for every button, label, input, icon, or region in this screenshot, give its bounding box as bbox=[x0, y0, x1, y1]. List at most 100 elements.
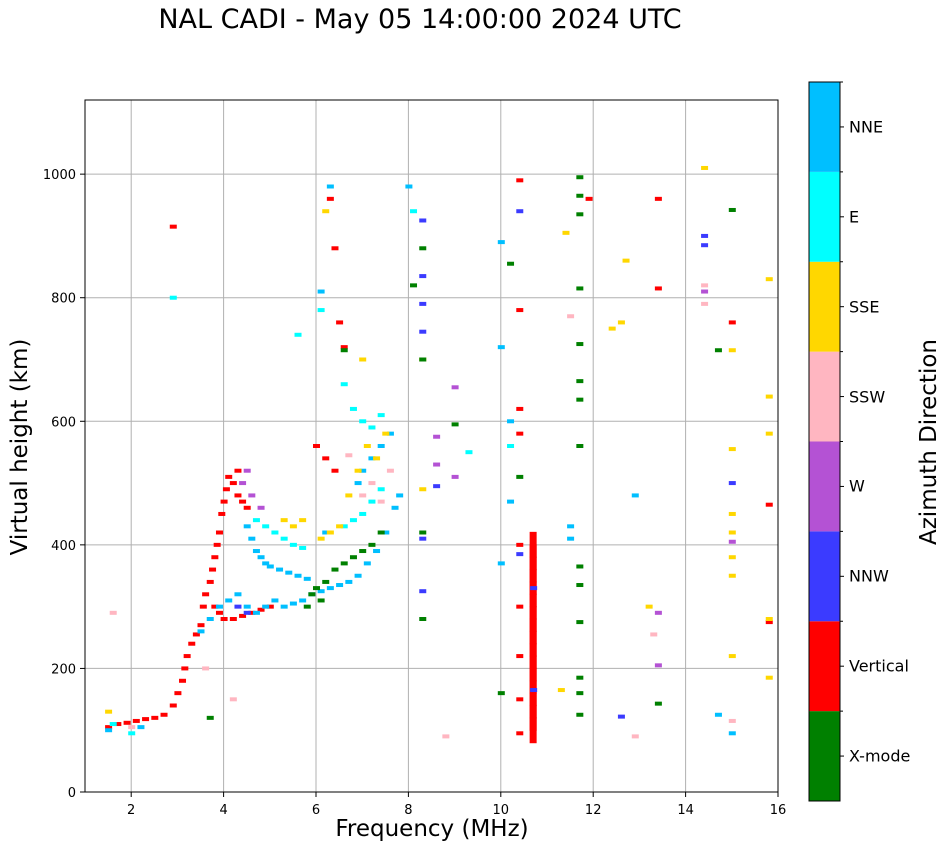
colorbar-label: Azimuth Direction bbox=[916, 339, 942, 545]
echo-mark-nne bbox=[497, 561, 505, 566]
echo-mark-sse bbox=[317, 536, 325, 541]
echo-mark-e bbox=[289, 542, 297, 547]
echo-mark-sse bbox=[765, 431, 773, 436]
echo-mark-vertical bbox=[243, 505, 251, 510]
echo-mark-x-mode bbox=[497, 691, 505, 696]
echo-mark-nne bbox=[728, 731, 736, 736]
echo-mark-nnw bbox=[234, 604, 242, 609]
echo-mark-sse bbox=[728, 555, 736, 560]
echo-mark-sse bbox=[336, 524, 344, 529]
echo-mark-e bbox=[368, 425, 376, 430]
echo-mark-nne bbox=[363, 561, 371, 566]
echo-mark-sse bbox=[765, 675, 773, 680]
echo-mark-nne bbox=[289, 601, 297, 606]
echo-mark-e bbox=[359, 419, 367, 424]
colorbar-tick-label: SSE bbox=[849, 297, 880, 317]
echo-mark-nne bbox=[497, 240, 505, 245]
echo-mark-vertical bbox=[202, 592, 210, 597]
echo-mark-nnw bbox=[516, 209, 524, 214]
echo-mark-ssw bbox=[650, 632, 658, 637]
echo-mark-x-mode bbox=[576, 286, 584, 291]
echo-mark-e bbox=[262, 524, 270, 529]
echo-mark-nne bbox=[234, 592, 242, 597]
echo-mark-ssw bbox=[109, 610, 117, 615]
echo-mark-sse bbox=[345, 493, 353, 498]
echo-mark-x-mode bbox=[303, 604, 311, 609]
echo-mark-nne bbox=[326, 184, 334, 189]
echo-mark-nne bbox=[317, 589, 325, 594]
echo-mark-nne bbox=[105, 728, 113, 733]
echo-mark-sse bbox=[373, 456, 381, 461]
echo-mark-vertical bbox=[213, 542, 221, 547]
echo-mark-sse bbox=[557, 688, 565, 693]
echo-mark-x-mode bbox=[576, 583, 584, 588]
plot-area bbox=[85, 100, 778, 792]
echo-mark-nne bbox=[257, 555, 265, 560]
echo-mark-w bbox=[701, 289, 709, 294]
echo-mark-sse bbox=[617, 320, 625, 325]
echo-mark-e bbox=[340, 382, 348, 387]
echo-mark-vertical bbox=[331, 468, 339, 473]
echo-mark-w bbox=[654, 663, 662, 668]
echo-mark-ssw bbox=[701, 283, 709, 288]
echo-mark-nne bbox=[507, 499, 515, 504]
x-tick-label: 8 bbox=[404, 803, 412, 818]
echo-mark-sse bbox=[105, 709, 113, 714]
echo-mark-e bbox=[368, 499, 376, 504]
echo-mark-e bbox=[359, 511, 367, 516]
echo-mark-ssw bbox=[345, 453, 353, 458]
echo-mark-e bbox=[252, 518, 260, 523]
colorbar-tick-label: W bbox=[849, 476, 865, 496]
echo-mark-vertical bbox=[654, 196, 662, 201]
x-tick-label: 4 bbox=[219, 803, 227, 818]
echo-mark-e bbox=[465, 450, 473, 455]
echo-mark-nne bbox=[382, 530, 390, 535]
colorbar-tick-label: NNE bbox=[849, 117, 884, 137]
echo-mark-vertical bbox=[169, 224, 177, 229]
echo-mark-nne bbox=[299, 598, 307, 603]
echo-mark-ssw bbox=[701, 301, 709, 306]
echo-mark-x-mode bbox=[576, 212, 584, 217]
echo-mark-vertical bbox=[181, 666, 189, 671]
echo-mark-ssw bbox=[631, 734, 639, 739]
echo-mark-vertical bbox=[197, 623, 205, 628]
echo-mark-x-mode bbox=[340, 561, 348, 566]
echo-mark-vertical bbox=[516, 406, 524, 411]
echo-mark-nne bbox=[271, 598, 279, 603]
echo-mark-vertical bbox=[142, 717, 150, 722]
echo-mark-x-mode bbox=[576, 193, 584, 198]
echo-mark-x-mode bbox=[368, 542, 376, 547]
x-tick-label: 10 bbox=[493, 803, 510, 818]
echo-mark-vertical bbox=[220, 499, 228, 504]
echo-mark-nne bbox=[714, 712, 722, 717]
echo-mark-x-mode bbox=[507, 261, 515, 266]
echo-mark-nne bbox=[317, 289, 325, 294]
echo-mark-vertical bbox=[179, 678, 187, 683]
echo-mark-e bbox=[128, 731, 136, 736]
echo-mark-sse bbox=[728, 530, 736, 535]
echo-mark-sse bbox=[765, 277, 773, 282]
echo-mark-x-mode bbox=[308, 592, 316, 597]
echo-mark-vertical-strip bbox=[529, 717, 537, 744]
echo-mark-vertical bbox=[225, 474, 233, 479]
echo-mark-x-mode bbox=[576, 620, 584, 625]
echo-mark-nnw bbox=[243, 610, 251, 615]
echo-mark-nne bbox=[391, 505, 399, 510]
colorbar-segment-nnw bbox=[809, 531, 840, 622]
echo-mark-nne bbox=[322, 530, 330, 535]
echo-mark-nnw bbox=[419, 301, 427, 306]
echo-mark-vertical bbox=[654, 286, 662, 291]
echo-mark-vertical bbox=[188, 641, 196, 646]
echo-mark-vertical bbox=[123, 720, 131, 725]
x-tick-label: 12 bbox=[585, 803, 602, 818]
y-tick-label: 200 bbox=[51, 662, 76, 677]
echo-mark-sse bbox=[359, 357, 367, 362]
echo-mark-x-mode bbox=[714, 348, 722, 353]
echo-mark-sse bbox=[728, 573, 736, 578]
echo-mark-vertical bbox=[516, 542, 524, 547]
echo-mark-vertical bbox=[206, 579, 214, 584]
echo-mark-e bbox=[299, 545, 307, 550]
echo-mark-e bbox=[169, 295, 177, 300]
echo-mark-vertical bbox=[516, 431, 524, 436]
echo-mark-nne bbox=[359, 468, 367, 473]
